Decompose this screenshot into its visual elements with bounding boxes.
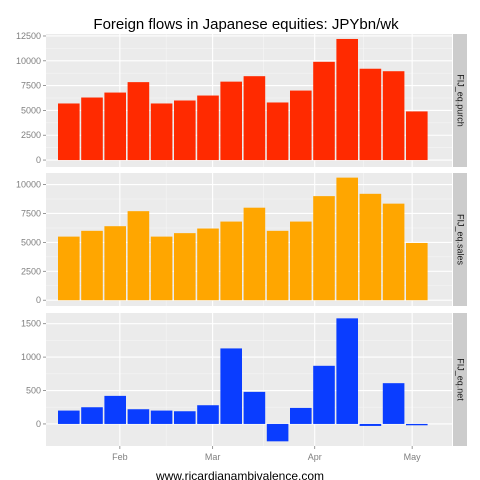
y-tick-label: 1000 <box>21 352 41 362</box>
facet-strip-label: FIJ_eq.sales <box>456 214 466 266</box>
bar <box>58 103 80 161</box>
bar <box>174 100 196 161</box>
bar <box>382 71 405 161</box>
bar <box>243 76 266 161</box>
bar <box>406 111 428 161</box>
bar <box>406 242 428 301</box>
bar <box>197 95 219 161</box>
bar <box>266 230 289 301</box>
y-tick-label: 12500 <box>16 31 41 41</box>
x-tick-label: Mar <box>205 452 221 462</box>
bar <box>220 81 242 161</box>
bar <box>243 207 266 301</box>
source-caption: www.ricardianambivalence.com <box>155 469 324 480</box>
facet-strip <box>453 173 467 306</box>
bar <box>220 221 242 301</box>
facet-strip-label: FIJ_eq.net <box>456 358 466 401</box>
panel-3: 0 500 1000 1500 FIJ_eq.net <box>21 313 467 446</box>
bar <box>336 318 358 424</box>
bar <box>290 407 312 424</box>
y-tick-label: 10000 <box>16 56 41 66</box>
y-tick-label: 10000 <box>16 180 41 190</box>
facet-strip <box>453 34 467 167</box>
bar <box>359 423 382 426</box>
panel-1: 0 2500 5000 7500 10000 12500 FIJ_eq.purch <box>16 31 467 167</box>
bar <box>336 177 358 301</box>
bar <box>58 236 80 301</box>
panel-2: 0 2500 5000 7500 10000 FIJ_eq.sales <box>16 173 467 306</box>
facet-strip <box>453 313 467 446</box>
x-tick-label: May <box>404 452 422 462</box>
y-tick-label: 500 <box>26 386 41 396</box>
bar <box>127 211 150 301</box>
bar <box>313 196 335 301</box>
x-tick-label: Feb <box>112 452 128 462</box>
chart-title: Foreign flows in Japanese equities: JPYb… <box>93 16 399 33</box>
y-tick-label: 5000 <box>21 237 41 247</box>
bar <box>81 230 103 301</box>
bar <box>197 405 219 424</box>
y-tick-label: 7500 <box>21 81 41 91</box>
bar <box>220 348 242 424</box>
bar <box>197 228 219 301</box>
panels-layer: 02500500075001000012500FIJ_eq.purch02500… <box>16 31 467 446</box>
y-tick-label: 0 <box>36 419 41 429</box>
bar <box>266 423 289 442</box>
bar <box>290 221 312 301</box>
y-tick-label: 2500 <box>21 130 41 140</box>
bar <box>150 103 173 161</box>
bar <box>81 97 103 161</box>
bar <box>174 233 196 301</box>
bar <box>382 383 405 424</box>
bar <box>243 391 266 424</box>
bar <box>359 193 382 301</box>
bar <box>290 90 312 161</box>
y-tick-label: 0 <box>36 295 41 305</box>
y-tick-label: 7500 <box>21 208 41 218</box>
bar <box>104 226 126 301</box>
bar <box>336 38 358 161</box>
y-tick-label: 2500 <box>21 266 41 276</box>
bar <box>104 395 126 424</box>
bar <box>127 82 150 161</box>
bar <box>382 203 405 301</box>
y-tick-label: 0 <box>36 155 41 165</box>
bar <box>127 409 150 424</box>
bar <box>406 423 428 426</box>
bar <box>313 365 335 424</box>
bar <box>104 92 126 161</box>
x-axis: Feb Mar Apr May <box>112 446 421 462</box>
y-tick-label: 1500 <box>21 319 41 329</box>
panel-background <box>46 313 452 446</box>
bar <box>81 407 103 424</box>
bar <box>58 410 80 424</box>
bar <box>174 411 196 424</box>
facet-strip-label: FIJ_eq.purch <box>456 74 466 127</box>
bar <box>150 410 173 424</box>
bar <box>266 102 289 161</box>
x-tick-label: Apr <box>308 452 322 462</box>
bar <box>150 236 173 301</box>
bar <box>359 68 382 161</box>
bar <box>313 61 335 161</box>
y-tick-label: 5000 <box>21 105 41 115</box>
